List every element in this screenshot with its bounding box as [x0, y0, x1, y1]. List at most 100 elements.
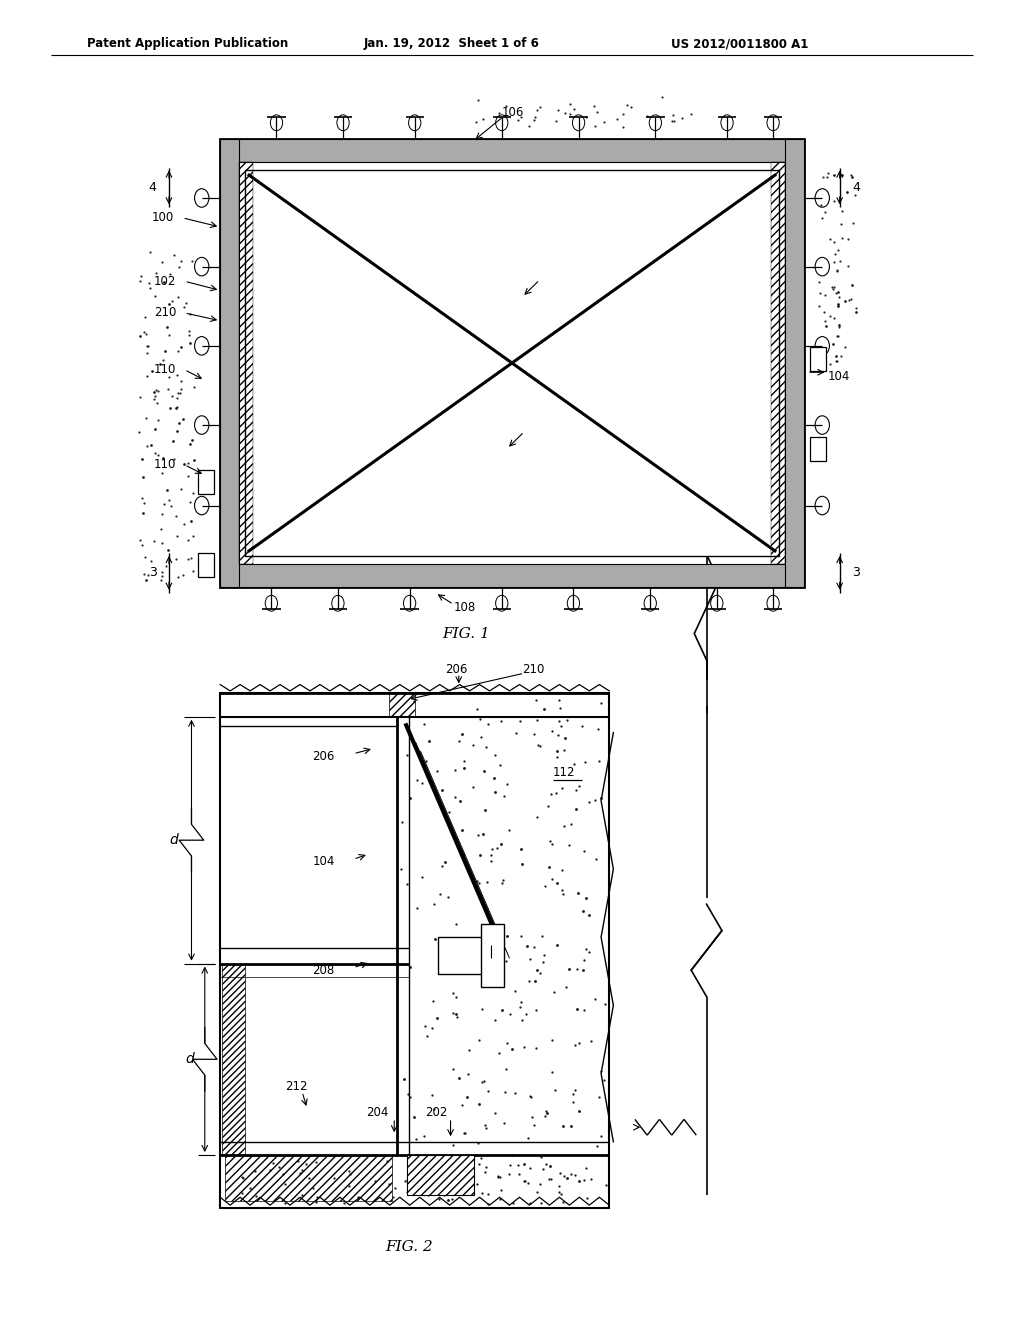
Point — [537, 1106, 553, 1127]
Point — [835, 228, 851, 249]
Point — [401, 1162, 418, 1183]
Point — [507, 979, 523, 1001]
Point — [416, 1125, 432, 1146]
Point — [566, 1078, 583, 1100]
Text: 212: 212 — [285, 1080, 307, 1093]
Text: Jan. 19, 2012  Sheet 1 of 6: Jan. 19, 2012 Sheet 1 of 6 — [364, 37, 540, 50]
Point — [532, 1173, 549, 1195]
Point — [159, 317, 175, 338]
Point — [667, 110, 683, 131]
Point — [822, 228, 839, 249]
Point — [294, 1184, 310, 1205]
Point — [499, 1032, 515, 1053]
Point — [824, 334, 841, 355]
Point — [151, 381, 167, 403]
Point — [276, 1173, 293, 1195]
Point — [812, 282, 828, 304]
Point — [425, 990, 441, 1011]
Point — [840, 228, 856, 249]
Bar — [771, 162, 785, 564]
Point — [387, 1177, 403, 1199]
Point — [479, 871, 496, 892]
Point — [469, 698, 485, 719]
Point — [439, 1189, 456, 1210]
Point — [429, 760, 445, 781]
Point — [140, 564, 157, 585]
Point — [470, 1133, 486, 1154]
Point — [441, 803, 458, 824]
Point — [483, 851, 500, 873]
Point — [562, 94, 579, 115]
Point — [554, 859, 570, 880]
Point — [829, 240, 846, 261]
Point — [593, 787, 609, 808]
Point — [639, 106, 655, 127]
Point — [527, 1038, 544, 1059]
Point — [507, 1082, 523, 1104]
Point — [511, 1163, 527, 1184]
Bar — [220, 693, 397, 1155]
Point — [843, 165, 859, 186]
Point — [138, 408, 155, 429]
Point — [552, 697, 568, 718]
Point — [665, 104, 681, 125]
Point — [845, 213, 861, 234]
Point — [265, 1152, 282, 1173]
Point — [575, 960, 592, 981]
Point — [844, 166, 860, 187]
Point — [828, 259, 845, 280]
Text: 206: 206 — [312, 750, 335, 763]
Point — [470, 824, 486, 845]
Point — [578, 887, 594, 908]
Point — [460, 1064, 476, 1085]
Point — [568, 999, 585, 1020]
Point — [483, 845, 500, 866]
Point — [570, 1032, 587, 1053]
Point — [566, 99, 583, 120]
Point — [233, 1183, 250, 1204]
Point — [575, 1170, 592, 1191]
Point — [147, 379, 164, 400]
Point — [567, 780, 584, 801]
Point — [556, 1166, 572, 1187]
Point — [567, 1164, 584, 1185]
Point — [569, 958, 586, 979]
Point — [154, 532, 170, 553]
Point — [473, 1072, 489, 1093]
Point — [151, 409, 167, 430]
Point — [185, 525, 202, 546]
Bar — [220, 564, 804, 587]
Point — [340, 1176, 356, 1197]
Point — [817, 315, 834, 337]
Text: 110: 110 — [154, 458, 176, 471]
Point — [181, 304, 198, 325]
Point — [139, 436, 156, 457]
Point — [156, 494, 172, 515]
Point — [816, 354, 833, 375]
Point — [162, 264, 178, 285]
Point — [524, 1106, 541, 1127]
Point — [526, 970, 543, 991]
Point — [583, 1168, 599, 1189]
Point — [181, 325, 198, 346]
Point — [168, 397, 184, 418]
Point — [553, 715, 569, 737]
Point — [505, 1192, 521, 1213]
Bar — [220, 139, 804, 162]
Point — [444, 982, 461, 1003]
Point — [811, 272, 827, 293]
Point — [536, 952, 552, 973]
Point — [821, 354, 838, 375]
Point — [830, 281, 847, 302]
Point — [184, 429, 201, 450]
Point — [520, 1172, 537, 1193]
Point — [551, 1181, 567, 1203]
Text: FIG. 1: FIG. 1 — [442, 627, 489, 640]
Bar — [222, 964, 245, 1155]
Point — [152, 354, 168, 375]
Point — [406, 1106, 422, 1127]
Point — [566, 1035, 583, 1056]
Point — [471, 708, 487, 729]
Point — [447, 986, 464, 1007]
Point — [156, 271, 172, 292]
